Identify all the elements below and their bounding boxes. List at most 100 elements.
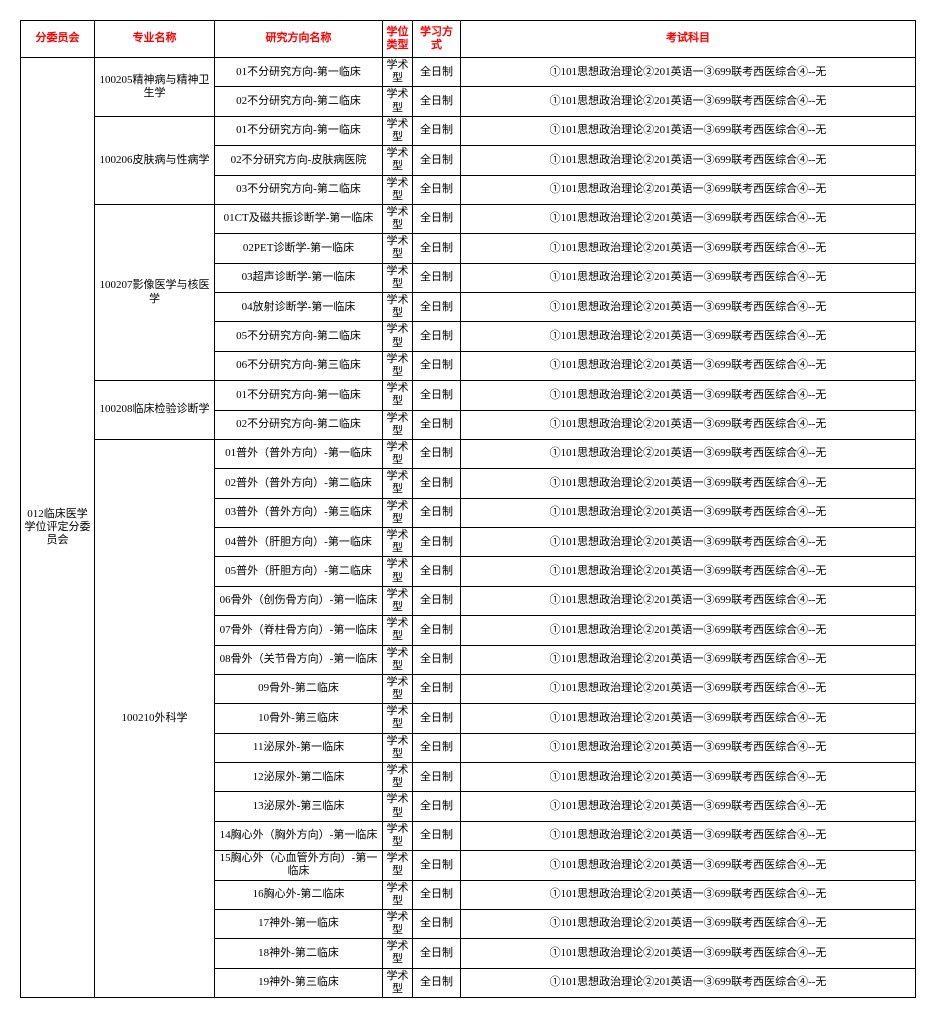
degree-cell: 学术型 <box>383 968 413 997</box>
direction-cell: 10骨外-第三临床 <box>215 704 383 733</box>
subjects-cell: ①101思想政治理论②201英语一③699联考西医综合④--无 <box>461 234 916 263</box>
study-cell: 全日制 <box>413 792 461 821</box>
direction-cell: 01CT及磁共振诊断学-第一临床 <box>215 204 383 233</box>
degree-cell: 学术型 <box>383 939 413 968</box>
subjects-cell: ①101思想政治理论②201英语一③699联考西医综合④--无 <box>461 704 916 733</box>
degree-cell: 学术型 <box>383 351 413 380</box>
subjects-cell: ①101思想政治理论②201英语一③699联考西医综合④--无 <box>461 146 916 175</box>
subjects-cell: ①101思想政治理论②201英语一③699联考西医综合④--无 <box>461 498 916 527</box>
subjects-cell: ①101思想政治理论②201英语一③699联考西医综合④--无 <box>461 469 916 498</box>
study-cell: 全日制 <box>413 616 461 645</box>
direction-cell: 03不分研究方向-第二临床 <box>215 175 383 204</box>
degree-cell: 学术型 <box>383 616 413 645</box>
direction-cell: 07骨外（脊柱骨方向）-第一临床 <box>215 616 383 645</box>
direction-cell: 18神外-第二临床 <box>215 939 383 968</box>
degree-cell: 学术型 <box>383 381 413 410</box>
study-cell: 全日制 <box>413 968 461 997</box>
study-cell: 全日制 <box>413 146 461 175</box>
degree-cell: 学术型 <box>383 204 413 233</box>
degree-cell: 学术型 <box>383 821 413 850</box>
degree-cell: 学术型 <box>383 58 413 87</box>
degree-cell: 学术型 <box>383 909 413 938</box>
direction-cell: 03普外（普外方向）-第三临床 <box>215 498 383 527</box>
degree-cell: 学术型 <box>383 410 413 439</box>
study-cell: 全日制 <box>413 821 461 850</box>
degree-cell: 学术型 <box>383 263 413 292</box>
subjects-cell: ①101思想政治理论②201英语一③699联考西医综合④--无 <box>461 322 916 351</box>
degree-cell: 学术型 <box>383 146 413 175</box>
degree-cell: 学术型 <box>383 586 413 615</box>
subjects-cell: ①101思想政治理论②201英语一③699联考西医综合④--无 <box>461 763 916 792</box>
subjects-cell: ①101思想政治理论②201英语一③699联考西医综合④--无 <box>461 733 916 762</box>
table-header: 分委员会 专业名称 研究方向名称 学位类型 学习方式 考试科目 <box>21 21 916 58</box>
direction-cell: 16胸心外-第二临床 <box>215 880 383 909</box>
degree-cell: 学术型 <box>383 293 413 322</box>
study-cell: 全日制 <box>413 586 461 615</box>
degree-cell: 学术型 <box>383 557 413 586</box>
header-direction: 研究方向名称 <box>215 21 383 58</box>
subjects-cell: ①101思想政治理论②201英语一③699联考西医综合④--无 <box>461 439 916 468</box>
direction-cell: 06不分研究方向-第三临床 <box>215 351 383 380</box>
direction-cell: 04放射诊断学-第一临床 <box>215 293 383 322</box>
subjects-cell: ①101思想政治理论②201英语一③699联考西医综合④--无 <box>461 175 916 204</box>
major-cell: 100210外科学 <box>95 439 215 997</box>
subjects-cell: ①101思想政治理论②201英语一③699联考西医综合④--无 <box>461 528 916 557</box>
subjects-cell: ①101思想政治理论②201英语一③699联考西医综合④--无 <box>461 351 916 380</box>
direction-cell: 12泌尿外-第二临床 <box>215 763 383 792</box>
study-cell: 全日制 <box>413 351 461 380</box>
study-cell: 全日制 <box>413 763 461 792</box>
table-row: 012临床医学学位评定分委员会100205精神病与精神卫生学01不分研究方向-第… <box>21 58 916 87</box>
major-cell: 100205精神病与精神卫生学 <box>95 58 215 117</box>
direction-cell: 08骨外（关节骨方向）-第一临床 <box>215 645 383 674</box>
degree-cell: 学术型 <box>383 733 413 762</box>
direction-cell: 04普外（肝胆方向）-第一临床 <box>215 528 383 557</box>
subjects-cell: ①101思想政治理论②201英语一③699联考西医综合④--无 <box>461 939 916 968</box>
subjects-cell: ①101思想政治理论②201英语一③699联考西医综合④--无 <box>461 586 916 615</box>
major-cell: 100208临床检验诊断学 <box>95 381 215 440</box>
direction-cell: 02不分研究方向-第二临床 <box>215 410 383 439</box>
committee-cell: 012临床医学学位评定分委员会 <box>21 58 95 998</box>
header-subjects: 考试科目 <box>461 21 916 58</box>
header-committee: 分委员会 <box>21 21 95 58</box>
subjects-cell: ①101思想政治理论②201英语一③699联考西医综合④--无 <box>461 410 916 439</box>
degree-cell: 学术型 <box>383 792 413 821</box>
header-degree: 学位类型 <box>383 21 413 58</box>
degree-cell: 学术型 <box>383 498 413 527</box>
subjects-cell: ①101思想政治理论②201英语一③699联考西医综合④--无 <box>461 792 916 821</box>
direction-cell: 02不分研究方向-第二临床 <box>215 87 383 116</box>
direction-cell: 13泌尿外-第三临床 <box>215 792 383 821</box>
study-cell: 全日制 <box>413 116 461 145</box>
study-cell: 全日制 <box>413 322 461 351</box>
study-cell: 全日制 <box>413 263 461 292</box>
degree-cell: 学术型 <box>383 234 413 263</box>
direction-cell: 15胸心外（心血管外方向）-第一临床 <box>215 851 383 880</box>
degree-cell: 学术型 <box>383 469 413 498</box>
degree-cell: 学术型 <box>383 851 413 880</box>
study-cell: 全日制 <box>413 175 461 204</box>
table-body: 012临床医学学位评定分委员会100205精神病与精神卫生学01不分研究方向-第… <box>21 58 916 998</box>
table-row: 100210外科学01普外（普外方向）-第一临床学术型全日制①101思想政治理论… <box>21 439 916 468</box>
study-cell: 全日制 <box>413 410 461 439</box>
degree-cell: 学术型 <box>383 880 413 909</box>
subjects-cell: ①101思想政治理论②201英语一③699联考西医综合④--无 <box>461 116 916 145</box>
degree-cell: 学术型 <box>383 704 413 733</box>
subjects-cell: ①101思想政治理论②201英语一③699联考西医综合④--无 <box>461 821 916 850</box>
study-cell: 全日制 <box>413 469 461 498</box>
study-cell: 全日制 <box>413 880 461 909</box>
subjects-cell: ①101思想政治理论②201英语一③699联考西医综合④--无 <box>461 909 916 938</box>
study-cell: 全日制 <box>413 939 461 968</box>
study-cell: 全日制 <box>413 557 461 586</box>
direction-cell: 02不分研究方向-皮肤病医院 <box>215 146 383 175</box>
major-cell: 100207影像医学与核医学 <box>95 204 215 380</box>
degree-cell: 学术型 <box>383 116 413 145</box>
subjects-cell: ①101思想政治理论②201英语一③699联考西医综合④--无 <box>461 851 916 880</box>
study-cell: 全日制 <box>413 704 461 733</box>
direction-cell: 05不分研究方向-第二临床 <box>215 322 383 351</box>
study-cell: 全日制 <box>413 498 461 527</box>
direction-cell: 19神外-第三临床 <box>215 968 383 997</box>
table-row: 100207影像医学与核医学01CT及磁共振诊断学-第一临床学术型全日制①101… <box>21 204 916 233</box>
study-cell: 全日制 <box>413 381 461 410</box>
study-cell: 全日制 <box>413 645 461 674</box>
table-row: 100208临床检验诊断学01不分研究方向-第一临床学术型全日制①101思想政治… <box>21 381 916 410</box>
subjects-cell: ①101思想政治理论②201英语一③699联考西医综合④--无 <box>461 381 916 410</box>
